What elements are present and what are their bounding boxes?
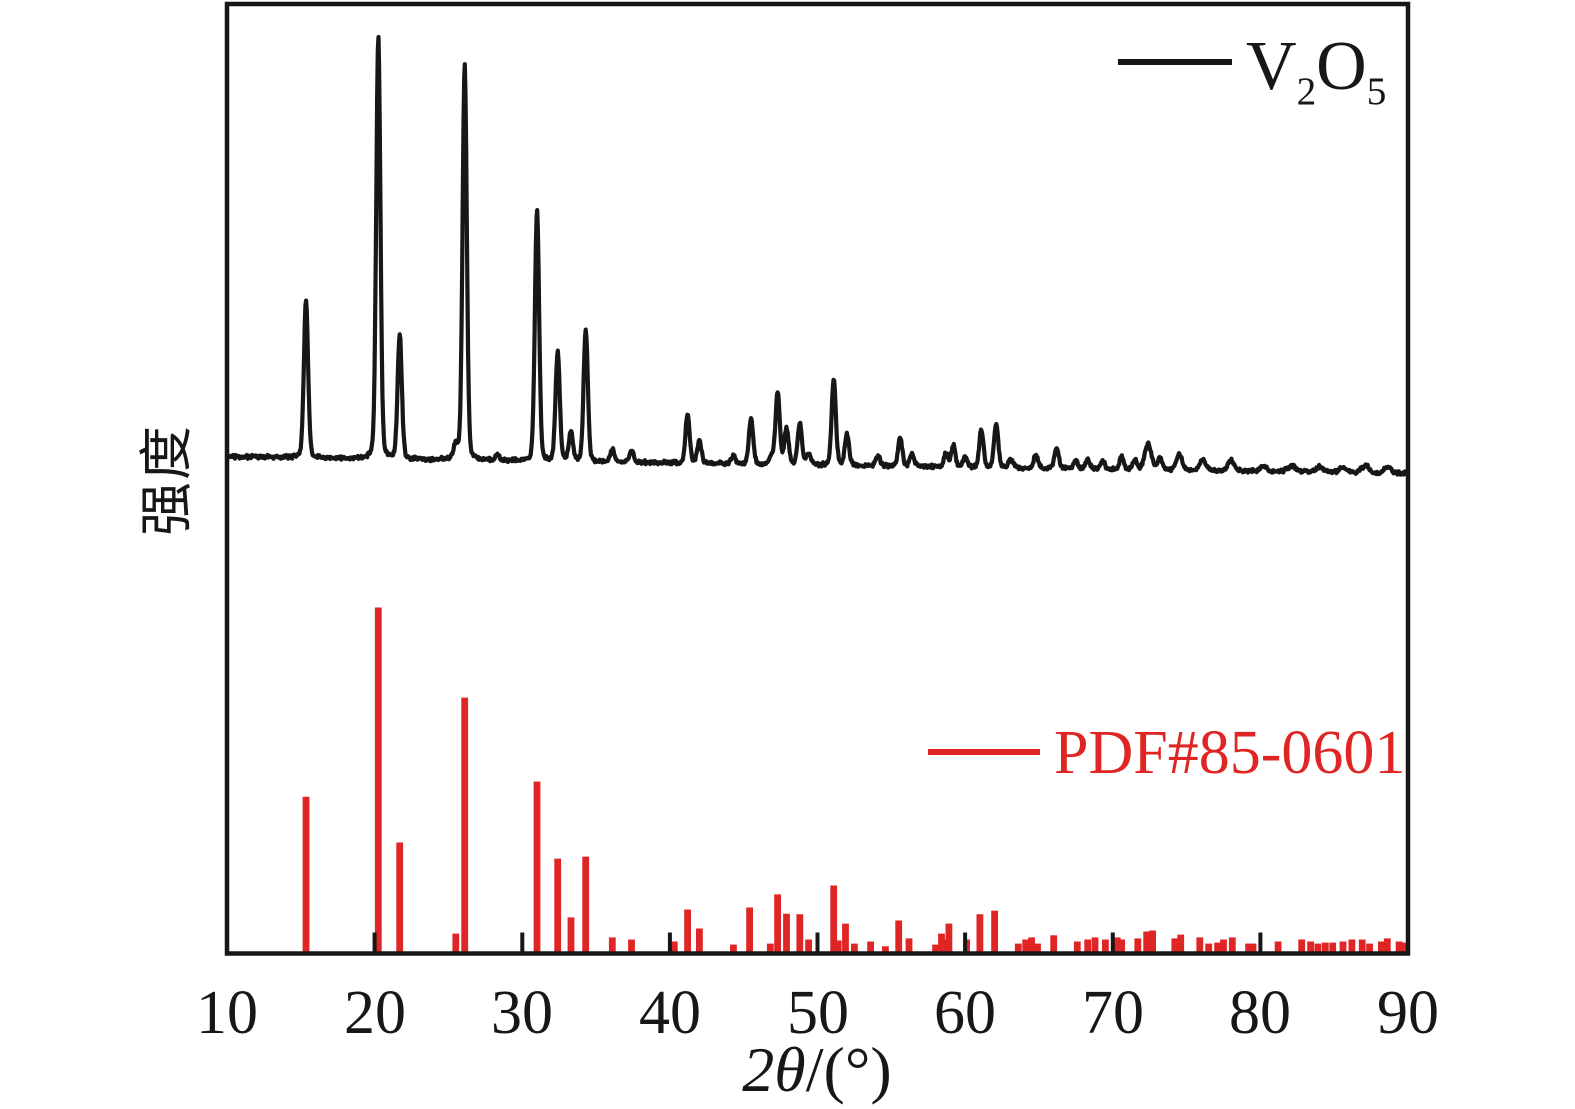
- x-tick-label: 40: [639, 979, 701, 1047]
- x-tick-label: 70: [1082, 979, 1144, 1047]
- x-tick-label: 30: [491, 979, 553, 1047]
- pdf-reference-sticks: [302, 607, 1407, 952]
- v2o5-trace: [224, 34, 1410, 478]
- x-tick-label: 90: [1377, 979, 1439, 1047]
- x-axis-label-unit: /(°): [805, 1034, 892, 1105]
- legend-sample-label: V2O5: [1246, 28, 1386, 111]
- x-axis-label: 2θ/(°): [617, 1038, 1017, 1108]
- legend-sample-element2: O: [1316, 28, 1367, 105]
- x-tick-label: 60: [934, 979, 996, 1047]
- x-tick-label: 50: [787, 979, 849, 1047]
- legend-sample-subscript1: 2: [1296, 70, 1317, 113]
- plot-frame: [224, 1, 1411, 956]
- legend-sample-subscript2: 5: [1366, 70, 1387, 113]
- legend-reference-label: PDF#85-0601: [1054, 719, 1406, 787]
- legend-sample-element1: V: [1246, 28, 1297, 105]
- x-tick-label: 10: [196, 979, 258, 1047]
- x-axis-label-2theta: 2θ: [742, 1034, 806, 1105]
- x-axis-ticks: [372, 932, 1263, 953]
- x-tick-label: 20: [344, 979, 406, 1047]
- y-axis-label: 强度: [137, 424, 197, 536]
- x-tick-label: 80: [1229, 979, 1291, 1047]
